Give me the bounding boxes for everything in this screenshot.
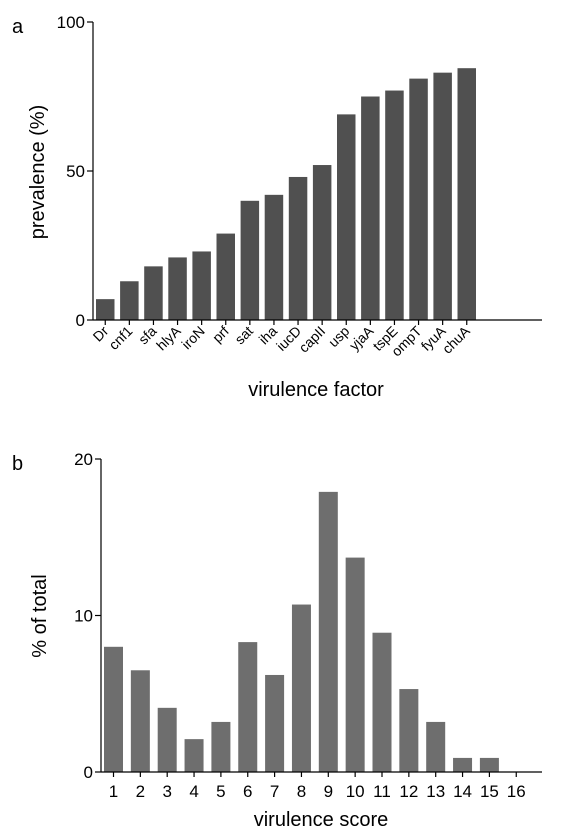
x-tick-label: 15 — [480, 782, 499, 801]
panel-b-letter: b — [12, 453, 23, 475]
bar-cnf1 — [120, 281, 139, 320]
x-tick-label: hlyA — [153, 322, 184, 353]
bar-fyuA — [433, 72, 452, 320]
bar-2 — [130, 670, 150, 772]
x-tick-label: 14 — [453, 782, 472, 801]
x-tick-label: prf — [209, 323, 232, 346]
x-tick-label: 8 — [297, 782, 306, 801]
bar-iucD — [288, 176, 308, 320]
bar-12 — [399, 689, 419, 772]
bar-iha — [264, 194, 284, 320]
bar-10 — [345, 557, 365, 772]
x-tick-label: sat — [231, 323, 256, 348]
x-tick-label: 9 — [324, 782, 333, 801]
x-tick-label: 5 — [216, 782, 225, 801]
bar-capII — [312, 165, 332, 320]
bar-1 — [104, 646, 123, 772]
bar-yjaA — [361, 96, 380, 320]
x-tick-label: usp — [325, 323, 352, 350]
bar-hlyA — [168, 257, 187, 320]
x-tick-label: 12 — [399, 782, 418, 801]
bar-tspE — [385, 90, 404, 320]
y-tick-label: 10 — [74, 607, 93, 626]
x-tick-label: 10 — [346, 782, 365, 801]
panel-b-y-ticks: 0 10 20 — [74, 450, 101, 782]
bar-sat — [240, 200, 260, 320]
bar-11 — [372, 632, 392, 772]
bar-5 — [211, 721, 231, 772]
x-tick-label: yjaA — [346, 322, 377, 353]
x-tick-label: chuA — [439, 322, 473, 356]
bar-ompT — [409, 78, 428, 321]
bar-4 — [184, 739, 204, 772]
bar-chuA — [457, 68, 476, 320]
panel-a-letter: a — [12, 16, 24, 38]
bar-Dr — [96, 299, 115, 320]
x-tick-label: cnf1 — [105, 323, 135, 353]
y-tick-label: 0 — [76, 311, 85, 330]
x-tick-label: iroN — [178, 323, 207, 352]
bar-7 — [265, 674, 285, 772]
panel-a-y-ticks: 0 50 100 — [57, 13, 93, 330]
y-tick-label: 100 — [57, 13, 85, 32]
panel-b-x-ticks: 1 2 3 4 5 6 7 8 9 10 11 12 13 14 15 16 — [109, 772, 526, 801]
bar-13 — [426, 721, 446, 772]
x-tick-label: capII — [295, 323, 328, 356]
x-tick-label: 16 — [507, 782, 526, 801]
bar-iroN — [192, 251, 211, 320]
panel-b-bars — [104, 491, 499, 772]
x-tick-label: 6 — [243, 782, 252, 801]
panel-b-y-axis-title: % of total — [29, 574, 51, 657]
x-tick-label: 11 — [373, 782, 391, 801]
panel-a-y-axis-title: prevalence (%) — [27, 105, 49, 240]
y-tick-label: 50 — [66, 162, 85, 181]
x-tick-label: 2 — [136, 782, 145, 801]
bar-sfa — [144, 266, 163, 320]
x-tick-label: 4 — [189, 782, 198, 801]
bar-prf — [216, 233, 235, 320]
x-tick-label: 1 — [109, 782, 118, 801]
bar-15 — [479, 757, 499, 772]
x-tick-label: 7 — [270, 782, 279, 801]
bar-usp — [337, 114, 356, 320]
panel-b-x-axis-title: virulence score — [254, 809, 389, 831]
panel-a-x-axis-title: virulence factor — [248, 379, 384, 401]
y-tick-label: 0 — [84, 763, 93, 782]
x-tick-label: 13 — [426, 782, 445, 801]
bar-6 — [238, 642, 258, 772]
bar-3 — [157, 707, 177, 772]
y-tick-label: 20 — [74, 450, 93, 469]
bar-9 — [318, 491, 338, 772]
bar-8 — [291, 604, 311, 772]
bar-14 — [453, 757, 473, 772]
x-tick-label: 3 — [162, 782, 171, 801]
panel-a-bars — [96, 68, 476, 321]
